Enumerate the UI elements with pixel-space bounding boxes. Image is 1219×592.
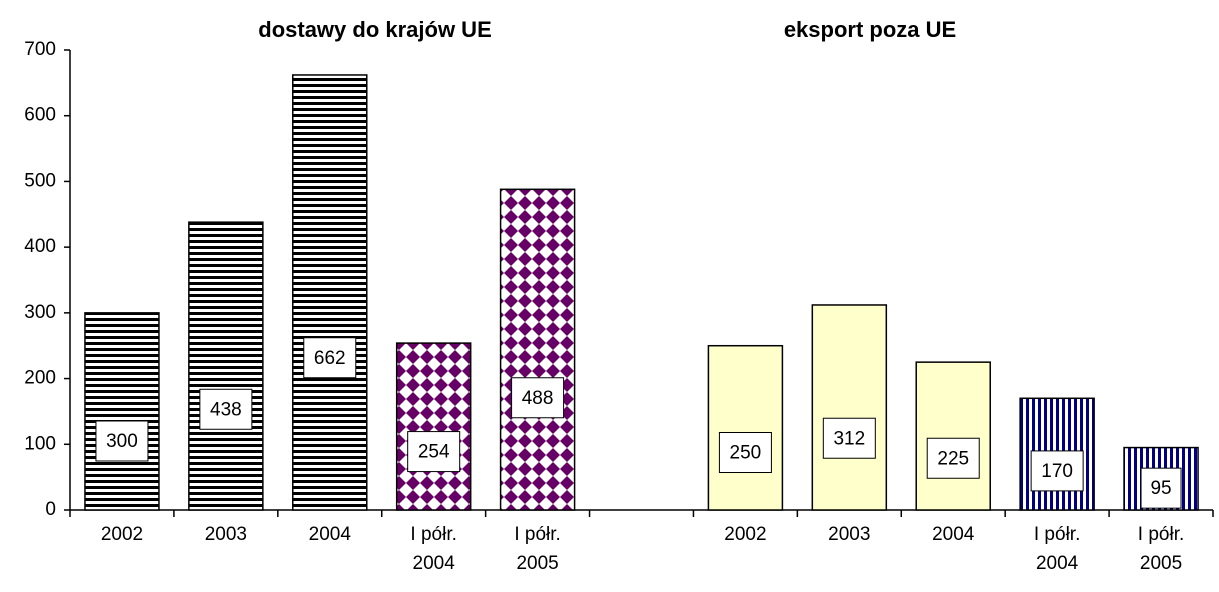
value-label: 254 (418, 442, 450, 463)
value-label: 225 (937, 448, 969, 469)
y-tick-label: 200 (24, 368, 56, 389)
value-label: 438 (210, 399, 242, 420)
value-label-box (718, 432, 772, 473)
bar (84, 312, 160, 511)
x-tick-label: I półr. 2005 (1137, 524, 1185, 574)
bar (915, 361, 991, 511)
value-label: 662 (314, 348, 346, 369)
x-tick-label: 2003 (828, 524, 871, 545)
value-label: 312 (833, 428, 865, 449)
y-tick-label: 100 (24, 433, 56, 454)
x-tick-label: I półr. 2004 (410, 524, 457, 574)
value-label: 95 (1150, 478, 1171, 499)
x-tick-label: I półr. 2004 (1033, 524, 1081, 574)
bar (188, 221, 264, 511)
bar (707, 344, 784, 511)
x-tick-label: 2004 (932, 524, 975, 545)
bar (292, 74, 368, 511)
y-tick-label: 300 (24, 302, 56, 323)
x-tick-label: 2003 (204, 524, 247, 545)
value-label: 488 (522, 388, 554, 409)
x-tick-label: 2004 (308, 524, 351, 545)
value-label-box (822, 417, 876, 459)
value-label-box (407, 431, 461, 473)
value-label-box (511, 377, 565, 419)
value-label-box (95, 420, 149, 462)
y-tick-label: 700 (24, 39, 56, 60)
y-tick-label: 600 (24, 105, 56, 126)
value-label-box (1140, 467, 1182, 509)
y-tick-label: 400 (24, 236, 56, 257)
x-tick-label: 2002 (724, 524, 767, 545)
value-label: 300 (106, 431, 138, 452)
group-title: eksport poza UE (784, 17, 956, 42)
value-label: 170 (1041, 461, 1073, 482)
value-label-box (926, 437, 980, 479)
y-tick-label: 500 (24, 170, 56, 191)
bar (811, 304, 888, 511)
y-tick-label: 0 (45, 499, 56, 520)
value-label-box (199, 388, 253, 430)
value-label-box (1030, 450, 1084, 492)
group-title: dostawy do krajów UE (258, 17, 492, 42)
value-label-box (303, 337, 357, 379)
bar (499, 188, 576, 511)
x-tick-label: I półr. 2005 (514, 524, 561, 574)
value-label: 250 (730, 443, 762, 464)
x-tick-label: 2002 (100, 524, 144, 545)
bar (395, 342, 472, 511)
